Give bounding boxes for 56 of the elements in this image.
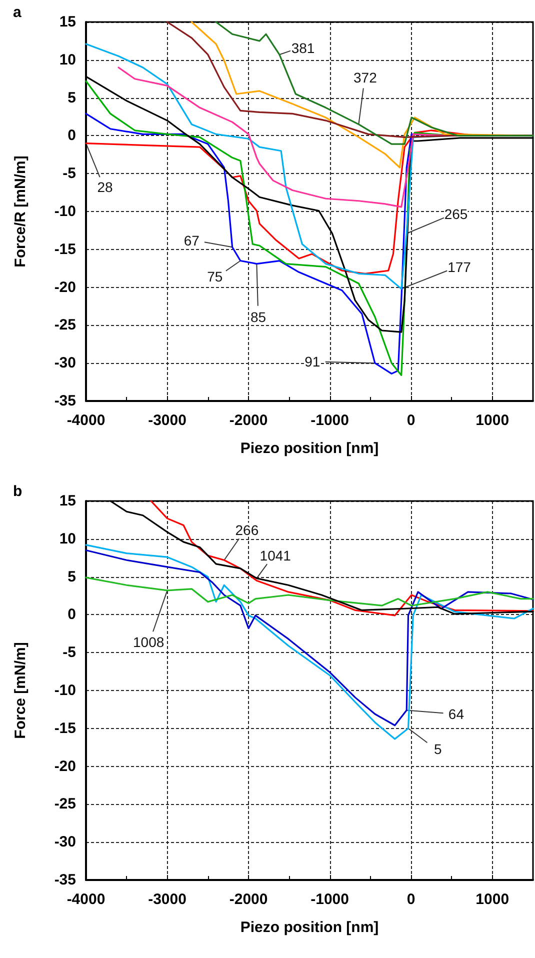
x-tick-label: -2000 [229, 891, 268, 908]
y-tick-label: -5 [62, 165, 76, 182]
annotation: 372 [353, 69, 378, 86]
y-axis-title: Force [mN/m] [12, 642, 29, 739]
y-tick-label: -10 [54, 203, 76, 220]
y-tick-label: -35 [54, 872, 76, 888]
annotation: 28 [97, 179, 114, 196]
y-tick-label: -25 [54, 796, 76, 813]
annotation: 381 [291, 40, 315, 56]
y-axis-title: Force/R [mN/m] [12, 156, 29, 268]
line-series [215, 21, 534, 145]
annotation: 67 [184, 232, 200, 248]
chart-title: a [13, 4, 22, 21]
annotation: 265 [444, 206, 468, 222]
y-tick-label: 10 [59, 51, 76, 68]
annotation: 85 [250, 308, 266, 325]
x-axis-title: Piezo position [nm] [240, 440, 379, 457]
y-tick-label: -30 [54, 834, 76, 851]
x-tick-label: 0 [406, 412, 416, 429]
y-tick-label: -35 [54, 392, 76, 410]
y-tick-label: -20 [54, 758, 76, 775]
chart-title: b [13, 483, 22, 500]
x-tick-label: -3000 [148, 412, 186, 429]
annotation: 266 [235, 522, 259, 538]
x-tick-label: 1000 [476, 891, 510, 908]
x-tick-label: -2000 [229, 412, 268, 429]
y-tick-label: -15 [54, 240, 76, 258]
y-tick-label: -10 [54, 682, 76, 699]
y-tick-label: -25 [54, 316, 76, 334]
annotation: 64 [448, 706, 464, 722]
line-series [85, 576, 534, 606]
annotation: 91 [304, 354, 320, 370]
y-tick-label: -30 [54, 354, 76, 372]
x-tick-label: 0 [406, 891, 416, 908]
annotation: 1008 [133, 634, 164, 650]
x-tick-label: -4000 [66, 891, 106, 908]
y-tick-label: 10 [59, 530, 76, 548]
x-tick-label: -3000 [148, 891, 186, 908]
annotation: 75 [207, 268, 223, 285]
y-tick-label: -5 [62, 644, 76, 662]
y-tick-label: -20 [54, 278, 76, 296]
x-tick-label: 1000 [476, 412, 510, 429]
annotation: 5 [434, 740, 442, 757]
x-tick-label: -1000 [310, 412, 350, 429]
y-tick-label: 5 [68, 568, 76, 586]
y-tick-label: 5 [68, 89, 76, 106]
y-tick-label: 0 [68, 606, 76, 624]
y-tick-label: 0 [68, 127, 76, 144]
x-tick-label: -4000 [66, 412, 106, 429]
y-tick-label: 15 [59, 14, 76, 30]
annotation: 177 [448, 258, 472, 275]
y-tick-label: -15 [54, 720, 76, 737]
x-axis-title: Piezo position [nm] [240, 919, 379, 936]
annotation: 1041 [260, 548, 292, 564]
y-tick-label: 15 [59, 492, 76, 510]
x-tick-label: -1000 [310, 891, 350, 908]
